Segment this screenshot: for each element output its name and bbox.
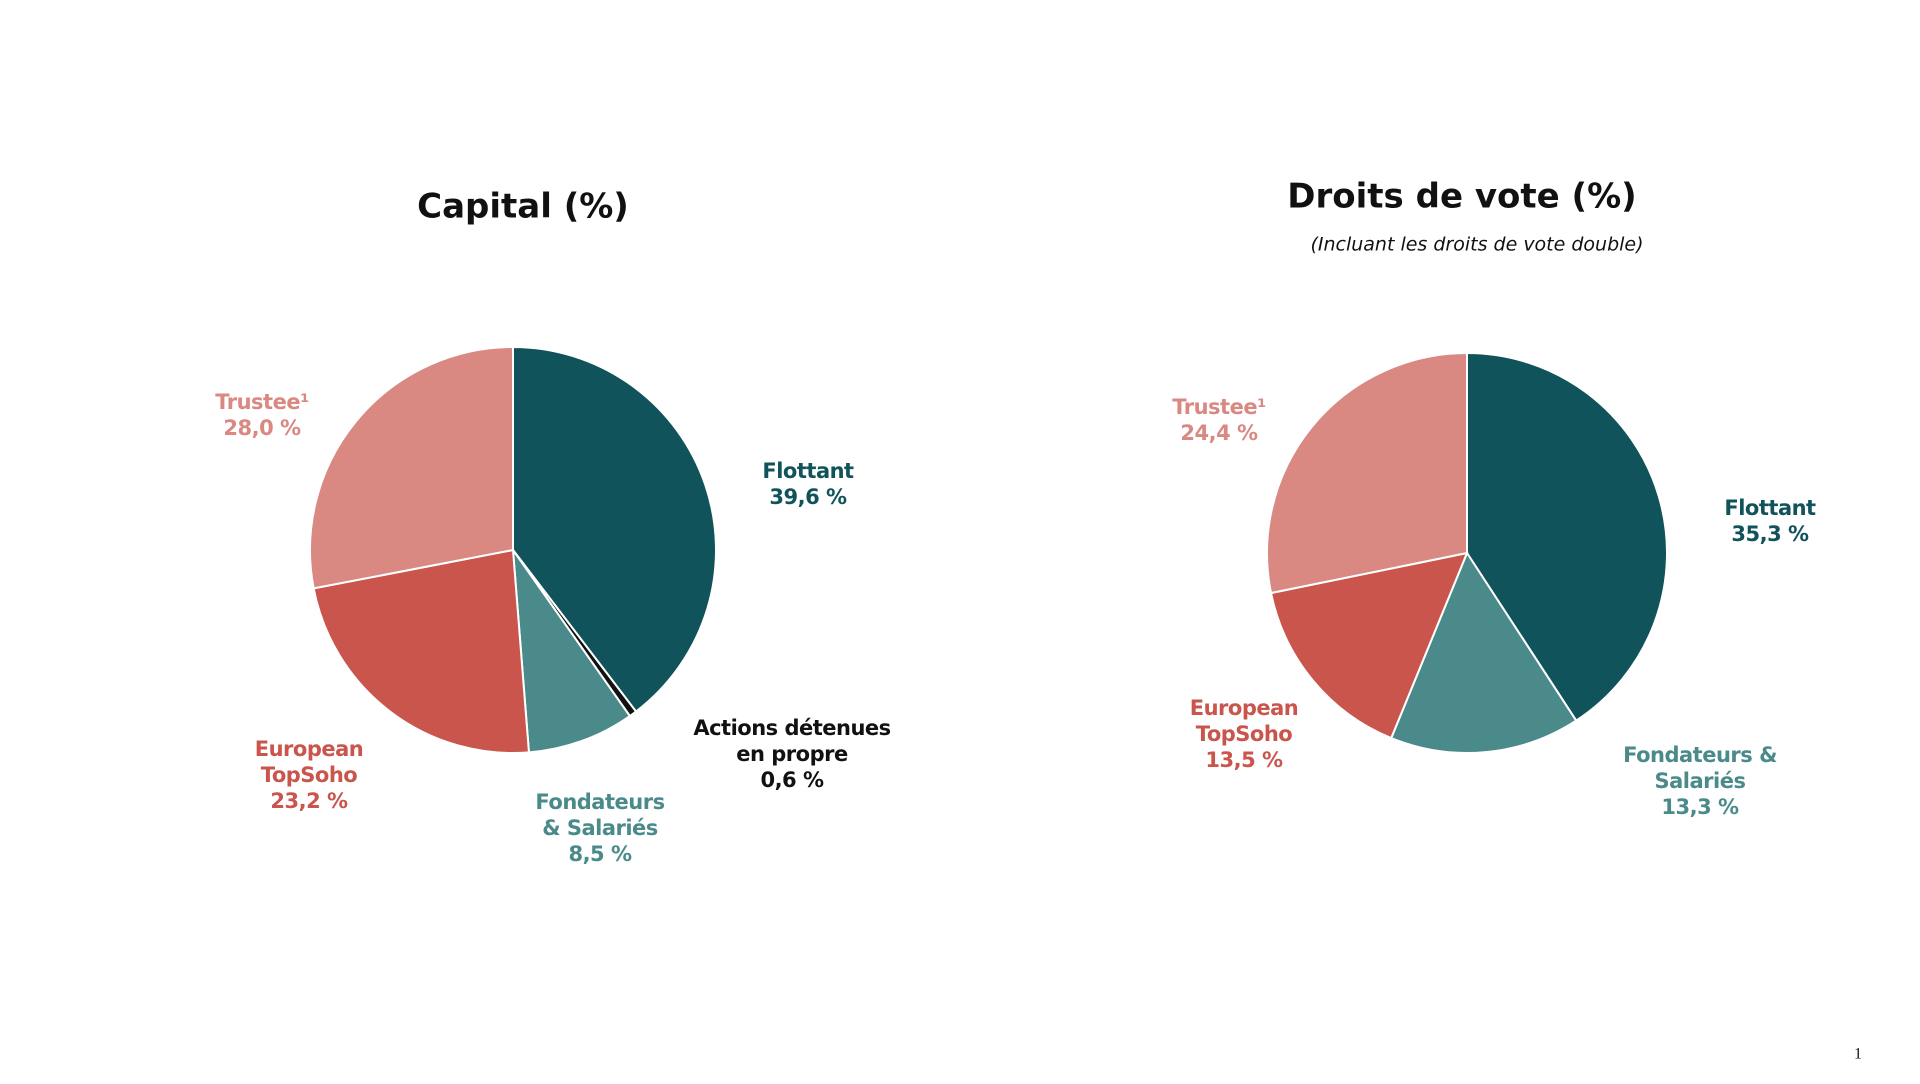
pie-slice <box>312 548 531 754</box>
chart-title: Droits de vote (%) <box>1287 177 1636 217</box>
slice-label: Flottant <box>762 459 854 483</box>
slice-value-label: 13,5 % <box>1205 748 1283 772</box>
slice-label: Fondateurs & Salariés <box>535 790 664 840</box>
slice-label: Fondateurs & Salariés <box>1623 743 1777 793</box>
pie-slice <box>309 345 514 590</box>
slice-value-label: 23,2 % <box>270 789 348 813</box>
pie-slice <box>1389 550 1578 754</box>
slice-value-label: 24,4 % <box>1180 421 1258 445</box>
slice-value-label: 28,0 % <box>223 416 301 440</box>
slice-value-label: 35,3 % <box>1731 522 1809 546</box>
chart-subtitle: (Incluant les droits de vote double) <box>1310 234 1643 256</box>
slice-value-label: 39,6 % <box>769 485 847 509</box>
chart-title: Capital (%) <box>417 187 629 227</box>
pie-slice <box>1266 351 1468 595</box>
pie-slice <box>512 345 717 713</box>
slice-label: Actions détenues en propre <box>693 716 890 766</box>
slice-label: Flottant <box>1724 496 1816 520</box>
slice-value-label: 0,6 % <box>760 768 824 792</box>
page-number: 1 <box>1854 1046 1862 1063</box>
slice-label: Trustee¹ <box>215 390 309 414</box>
pie-slice <box>511 546 632 754</box>
slice-value-label: 8,5 % <box>568 842 632 866</box>
slice-value-label: 13,3 % <box>1661 795 1739 819</box>
pie-slice <box>1269 551 1469 740</box>
slice-label: Trustee¹ <box>1172 395 1266 419</box>
slice-label: European TopSoho <box>1190 696 1298 746</box>
slice-label: European TopSoho <box>255 737 363 787</box>
